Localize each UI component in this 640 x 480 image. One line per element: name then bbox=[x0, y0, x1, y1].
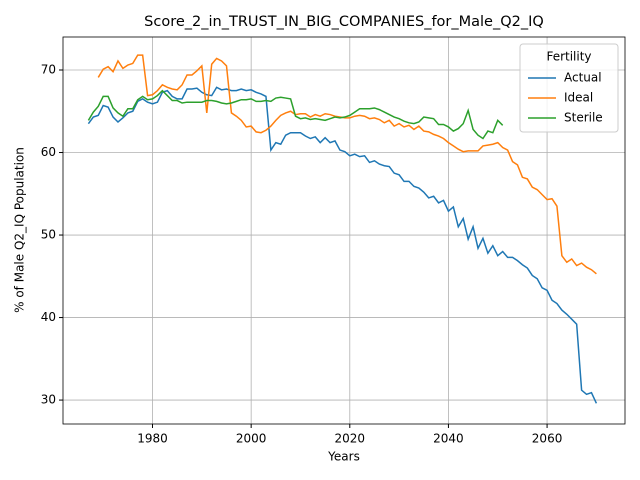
x-tick-label: 1980 bbox=[137, 432, 168, 446]
legend-frame bbox=[519, 43, 619, 133]
chart-title: Score_2_in_TRUST_IN_BIG_COMPANIES_for_Ma… bbox=[144, 14, 544, 30]
x-tick-label: 2060 bbox=[532, 432, 563, 446]
line bbox=[87, 86, 598, 404]
y-tick-label: 40 bbox=[41, 310, 56, 324]
line bbox=[97, 54, 597, 275]
y-tick-label: 60 bbox=[41, 145, 56, 159]
legend-label: Actual bbox=[564, 71, 602, 85]
y-tick-label: 50 bbox=[41, 228, 56, 242]
line bbox=[87, 89, 504, 140]
y-tick-label: 30 bbox=[41, 393, 56, 407]
legend-label: Sterile bbox=[564, 111, 603, 125]
legend-label: Ideal bbox=[564, 91, 593, 105]
x-tick-label: 2000 bbox=[236, 432, 267, 446]
x-axis-label: Years bbox=[327, 450, 360, 464]
y-axis-label: % of Male Q2_IQ Population bbox=[13, 147, 27, 313]
y-tick-label: 70 bbox=[41, 63, 56, 77]
x-tick-label: 2040 bbox=[433, 432, 464, 446]
x-tick-label: 2020 bbox=[335, 432, 366, 446]
legend-title: Fertility bbox=[546, 50, 591, 64]
plot-frame bbox=[62, 36, 626, 425]
